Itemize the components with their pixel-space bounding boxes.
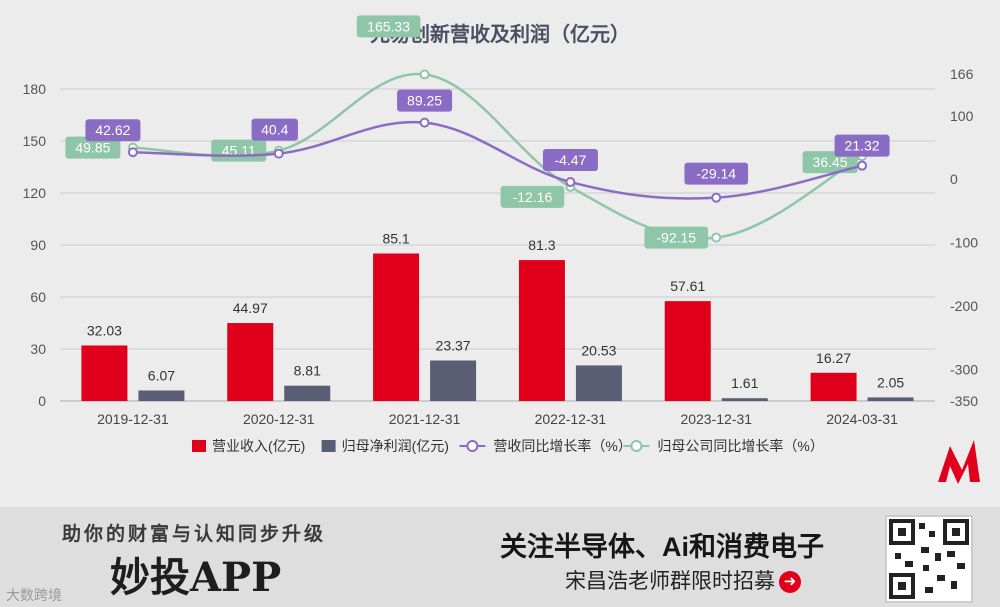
brand-logo-icon [938,440,980,484]
net-profit-bar [284,385,331,401]
right-tick-label: -200 [950,298,978,314]
left-tick-label: 30 [30,341,46,357]
left-tick-label: 180 [23,81,47,97]
profit-growth-label-bg [644,226,709,249]
app-name: 妙投APP [110,554,282,601]
qr-code-icon [885,515,973,603]
revenue-growth-point [857,160,868,171]
profit-growth-data-label: 165.33 [367,18,410,34]
revenue-bar [810,372,857,401]
legend-label: 营业收入(亿元) [212,438,305,454]
revenue-data-label: 81.3 [528,237,555,253]
revenue-growth-data-label: 21.32 [845,138,880,154]
recruit-line[interactable]: 宋昌浩老师群限时招募 ➜ [565,565,801,595]
revenue-data-label: 44.97 [233,300,268,316]
combo-chart: 兆易创新营收及利润（亿元）0306090120150180-350-300-20… [23,15,980,484]
profit-growth-data-label: 49.85 [75,140,110,156]
revenue-growth-label-bg [684,162,749,185]
net-profit-data-label: 2.05 [877,374,904,390]
legend-label: 归母公司同比增长率（%） [657,438,823,454]
legend-swatch [192,440,206,452]
x-tick-label: 2024-03-31 [826,411,898,427]
x-tick-label: 2021-12-31 [389,411,461,427]
net-profit-bar [138,390,185,401]
revenue-bar [227,323,274,401]
x-tick-label: 2022-12-31 [535,411,607,427]
x-tick-label: 2019-12-31 [97,411,169,427]
left-tick-label: 150 [23,133,47,149]
revenue-growth-label-bg [251,118,298,141]
right-tick-label: -350 [950,393,978,409]
revenue-bar [664,301,711,401]
right-tick-label: 166 [950,66,974,82]
left-tick-label: 90 [30,237,46,253]
revenue-bar [81,345,128,401]
x-tick-label: 2020-12-31 [243,411,315,427]
revenue-data-label: 16.27 [816,350,851,366]
net-profit-data-label: 8.81 [294,363,321,379]
revenue-growth-data-label: -29.14 [696,166,736,182]
legend-label: 营收同比增长率（%） [493,438,631,454]
revenue-growth-point [419,117,430,128]
revenue-growth-label-bg [834,134,890,157]
profit-growth-label-bg [356,15,421,38]
profit-growth-point [419,69,430,80]
net-profit-bar [867,397,914,401]
revenue-growth-point [711,192,722,203]
revenue-growth-point [127,147,138,158]
profit-growth-data-label: -92.15 [656,230,696,246]
profit-growth-label-bg [500,185,565,208]
revenue-growth-point [273,148,284,159]
profit-growth-data-label: 36.45 [813,154,848,170]
legend-marker [466,440,479,452]
net-profit-data-label: 20.53 [581,342,616,358]
arrow-right-icon[interactable]: ➜ [779,571,801,594]
net-profit-bar [430,360,477,401]
watermark: 大数跨境 [6,587,62,603]
profit-growth-label-bg [65,136,121,159]
x-tick-label: 2023-12-31 [680,411,752,427]
revenue-data-label: 57.61 [670,278,705,294]
follow-text: 关注半导体、Ai和消费电子 [500,532,824,562]
profit-growth-point [711,232,722,243]
net-profit-data-label: 6.07 [148,367,175,383]
revenue-bar [518,260,565,401]
profit-growth-line [132,72,863,240]
revenue-growth-label-bg [397,89,453,112]
promo-footer: 助你的财富与认知同步升级 妙投APP 关注半导体、Ai和消费电子 宋昌浩老师群限… [0,507,1000,607]
revenue-bar [373,253,420,401]
legend-swatch [321,440,336,452]
legend-label: 归母净利润(亿元) [342,438,449,454]
left-tick-label: 60 [30,289,46,305]
footer-slogan: 助你的财富与认知同步升级 [62,524,327,545]
revenue-growth-data-label: -4.47 [554,152,586,168]
right-tick-label: 0 [950,171,958,187]
net-profit-bar [721,398,768,401]
right-tick-label: 100 [950,108,974,124]
revenue-growth-data-label: 89.25 [407,93,442,109]
left-tick-label: 120 [23,185,47,201]
net-profit-data-label: 23.37 [436,337,471,353]
revenue-growth-point [565,177,576,188]
revenue-growth-label-bg [85,119,141,142]
net-profit-data-label: 1.61 [731,375,758,391]
right-tick-label: -300 [950,361,978,377]
right-tick-label: -100 [950,235,978,251]
legend-marker [630,440,643,452]
left-tick-label: 0 [38,393,46,409]
revenue-growth-label-bg [542,149,598,172]
revenue-growth-line [132,120,863,200]
net-profit-bar [575,365,622,401]
revenue-growth-data-label: 40.4 [261,122,288,138]
profit-growth-data-label: -12.16 [513,189,553,205]
revenue-growth-data-label: 42.62 [95,122,130,138]
revenue-data-label: 85.1 [382,230,409,246]
recruit-text: 宋昌浩老师群限时招募 [565,570,775,593]
revenue-data-label: 32.03 [87,322,122,338]
